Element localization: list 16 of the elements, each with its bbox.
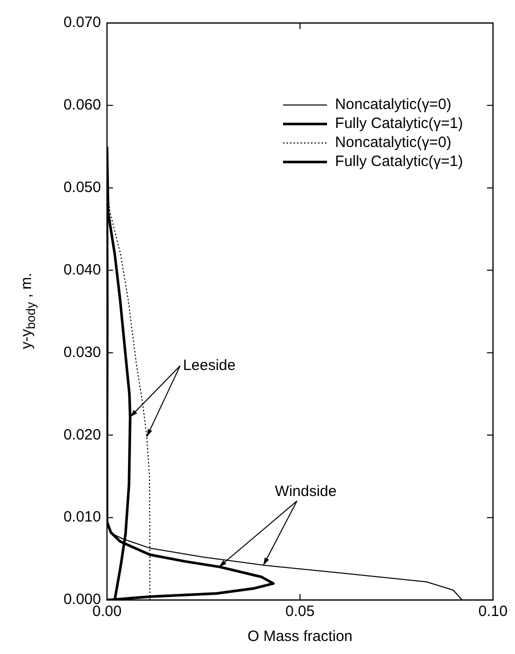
x-axis-title: O Mass fraction: [247, 628, 353, 646]
annotation: Windside: [274, 483, 337, 500]
y-tick-label: 0.010: [63, 508, 101, 526]
y-tick-label: 0.050: [63, 179, 101, 196]
legend-label: Fully Catalytic(γ=1): [335, 114, 463, 133]
y-tick-label: 0.020: [63, 426, 101, 444]
legend-label: Noncatalytic(γ=0): [335, 95, 452, 114]
y-tick-label: 0.060: [63, 96, 101, 114]
annotation: Leeside: [183, 357, 236, 374]
y-tick-label: 0.070: [63, 14, 101, 32]
y-tick-label: 0.030: [63, 344, 101, 361]
y-tick-label: 0.040: [63, 261, 101, 278]
legend-label: Fully Catalytic(γ=1): [335, 152, 463, 171]
x-tick-label: 0.05: [285, 603, 315, 620]
x-tick-label: 0.10: [478, 603, 508, 620]
legend-label: Noncatalytic(γ=0): [335, 133, 452, 152]
